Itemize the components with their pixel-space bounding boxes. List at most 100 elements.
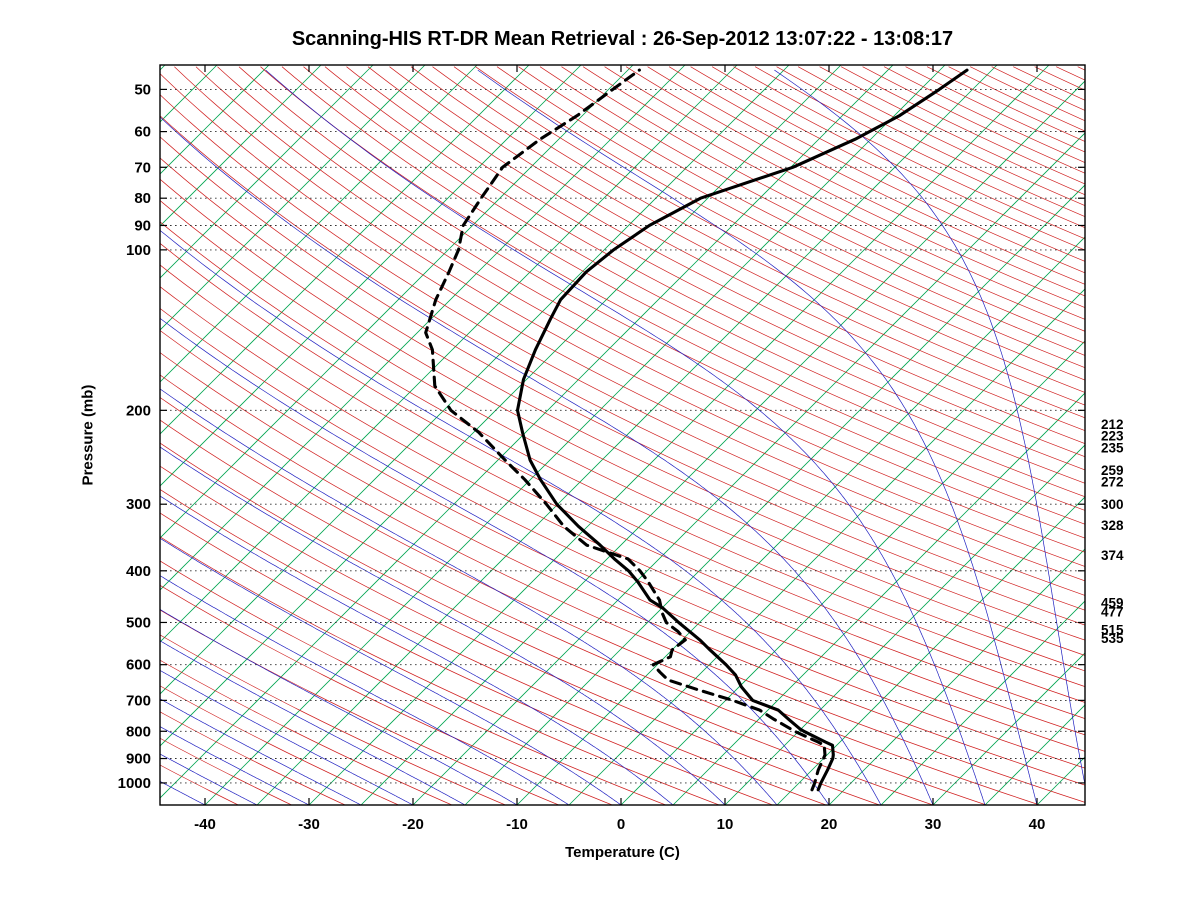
dry-adiabat-line xyxy=(453,66,1085,393)
y-tick-label: 70 xyxy=(134,159,151,176)
moist-adiabat-line xyxy=(265,69,986,805)
moist-adiabat-line xyxy=(160,229,882,805)
isotherm-line xyxy=(308,65,1050,805)
dry-adiabat-line xyxy=(174,66,1085,567)
isotherm-line xyxy=(160,65,426,331)
dry-adiabat-line xyxy=(160,136,1085,626)
y-tick-label: 80 xyxy=(134,190,151,207)
dry-adiabat-line xyxy=(160,308,1085,752)
y-tick-label: 500 xyxy=(126,614,151,631)
isotherm-line xyxy=(620,340,1085,805)
x-tick-label: -40 xyxy=(194,816,216,833)
dry-adiabat-line xyxy=(905,66,1085,153)
isotherm-line xyxy=(256,65,998,805)
isotherm-line xyxy=(160,65,634,539)
dry-adiabat-line xyxy=(797,66,1085,207)
dewpoint-curve xyxy=(424,68,827,792)
moist-adiabat-line xyxy=(160,780,206,805)
dry-adiabat-line xyxy=(711,66,1085,251)
x-tick-label: -30 xyxy=(298,816,320,833)
dry-adiabat-line xyxy=(260,66,1085,511)
dry-adiabat-line xyxy=(625,66,1085,297)
y-tick-label: 700 xyxy=(126,692,151,709)
x-tick-label: 10 xyxy=(717,816,734,833)
dry-adiabat-line xyxy=(776,66,1085,218)
dry-adiabat-line xyxy=(160,465,880,805)
dry-adiabat-line xyxy=(160,584,613,805)
right-pressure-label: 477 xyxy=(1101,605,1124,620)
isotherm-line xyxy=(160,65,218,123)
x-tick-label: 40 xyxy=(1029,816,1046,833)
dry-adiabat-line xyxy=(324,66,1085,471)
dry-adiabat-line xyxy=(539,66,1085,344)
isotherm-line xyxy=(160,65,842,747)
dry-adiabat-line xyxy=(303,66,1085,484)
isotherm-line xyxy=(776,496,1085,805)
moist-adiabat-line xyxy=(160,446,726,805)
right-pressure-label: 259 xyxy=(1101,463,1124,478)
right-pressure-label: 535 xyxy=(1101,631,1124,646)
isotherm-line xyxy=(204,65,946,805)
isotherm-line xyxy=(516,236,1085,805)
right-pressure-label: 212 xyxy=(1101,417,1124,432)
moist-adiabat-line xyxy=(774,69,1085,787)
dry-adiabat-line xyxy=(160,536,720,805)
moist-adiabat-line xyxy=(160,388,778,805)
y-tick-label: 600 xyxy=(126,657,151,674)
dry-adiabat-line xyxy=(561,66,1085,332)
dry-adiabat-line xyxy=(160,560,666,805)
dry-adiabat-line xyxy=(346,66,1085,458)
dry-adiabat-line xyxy=(160,94,1085,596)
dry-adiabat-line xyxy=(160,512,773,805)
dry-adiabat-line xyxy=(690,66,1085,262)
dry-adiabat-line xyxy=(410,66,1085,419)
moist-adiabat-line xyxy=(160,575,570,805)
moist-adiabat-line xyxy=(160,537,622,805)
dry-adiabat-line xyxy=(604,66,1085,308)
dry-adiabat-line xyxy=(1077,66,1085,71)
dry-adiabat-line xyxy=(819,66,1085,196)
dry-adiabat-line xyxy=(389,66,1085,432)
dry-adiabat-line xyxy=(518,66,1085,356)
isotherm-line xyxy=(160,65,478,383)
y-tick-label: 100 xyxy=(126,242,151,259)
x-tick-label: 30 xyxy=(925,816,942,833)
dry-adiabat-line xyxy=(160,352,1085,786)
dry-adiabat-line xyxy=(160,157,1085,641)
dry-adiabat-line xyxy=(367,66,1085,445)
plot-border xyxy=(159,64,1086,806)
dry-adiabat-line xyxy=(160,489,827,805)
dry-adiabat-line xyxy=(733,66,1085,240)
right-pressure-label: 223 xyxy=(1101,429,1124,444)
x-tick-label: 20 xyxy=(821,816,838,833)
x-tick-label: -20 xyxy=(402,816,424,833)
x-tick-label: 0 xyxy=(617,816,625,833)
isotherm-line xyxy=(828,548,1085,805)
dry-adiabat-line xyxy=(160,73,1085,582)
dry-adiabat-line xyxy=(160,200,1085,672)
dry-adiabat-line xyxy=(160,634,506,805)
moist-adiabat-line xyxy=(160,698,362,805)
y-tick-label: 900 xyxy=(126,751,151,768)
dry-adiabat-line xyxy=(754,66,1085,229)
dry-adiabat-line xyxy=(1056,66,1085,81)
moist-adiabat-line xyxy=(160,753,258,805)
isotherm-line xyxy=(360,80,1085,805)
dry-adiabat-line xyxy=(160,264,1085,719)
dry-adiabat-line xyxy=(160,711,346,805)
right-pressure-label: 328 xyxy=(1101,518,1124,533)
dry-adiabat-line xyxy=(160,685,399,805)
right-pressure-label: 300 xyxy=(1101,497,1124,512)
isotherm-line xyxy=(160,65,686,591)
isotherm-line xyxy=(160,65,374,279)
isotherm-line xyxy=(464,184,1085,805)
moist-adiabat-line xyxy=(160,669,414,805)
dry-adiabat-line xyxy=(160,659,453,805)
dry-adiabat-line xyxy=(160,178,1085,656)
dry-adiabat-line xyxy=(647,66,1085,285)
dry-adiabat-line xyxy=(281,66,1085,498)
right-pressure-label: 235 xyxy=(1101,441,1124,456)
x-axis-label: Temperature (C) xyxy=(565,844,680,861)
chart-plot-area xyxy=(160,65,1085,805)
